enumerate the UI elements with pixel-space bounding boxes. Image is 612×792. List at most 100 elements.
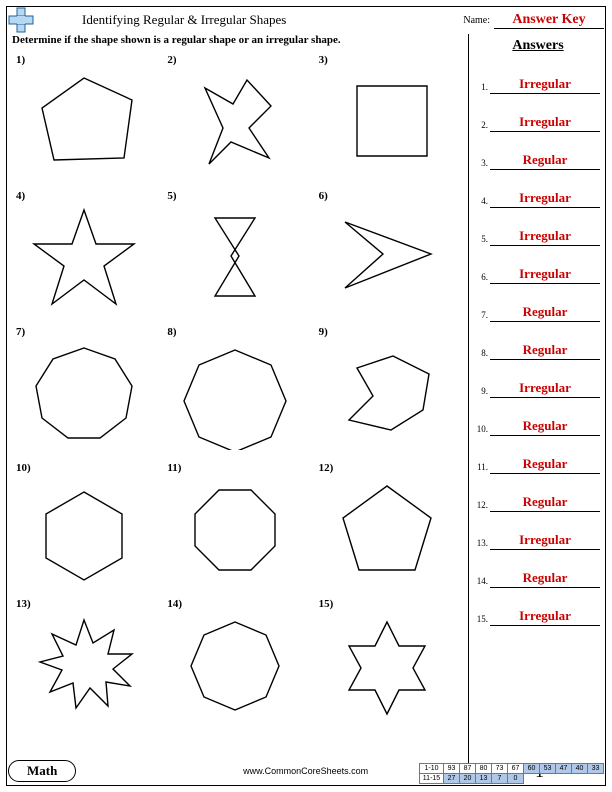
answer-row: 5.Irregular [474,212,600,246]
answer-value: Irregular [490,266,600,284]
question-cell: 6) [313,188,464,324]
question-number: 7) [16,326,25,338]
answer-row: 10.Regular [474,402,600,436]
answer-number: 6. [474,272,490,284]
answer-row: 12.Regular [474,478,600,512]
score-cell: 27 [444,774,460,784]
answer-value: Irregular [490,76,600,94]
answer-row: 4.Irregular [474,174,600,208]
question-number: 13) [16,598,31,610]
shape-icon [175,340,295,450]
answer-row: 8.Regular [474,326,600,360]
answer-number: 2. [474,120,490,132]
answer-row: 15.Irregular [474,592,600,626]
answers-list: 1.Irregular2.Irregular3.Regular4.Irregul… [474,60,600,630]
shape-icon [175,204,295,314]
score-grid: 1-109387807367605347403311-1527201370 [419,763,604,784]
question-number: 14) [167,598,182,610]
score-cell: 40 [572,764,588,774]
answer-number: 3. [474,158,490,170]
answer-number: 15. [474,614,490,626]
shape-icon [327,476,447,586]
score-cell: 93 [444,764,460,774]
answer-number: 8. [474,348,490,360]
question-number: 4) [16,190,25,202]
answer-value: Regular [490,304,600,322]
answer-number: 1. [474,82,490,94]
shape-icon [327,612,447,722]
answer-number: 9. [474,386,490,398]
answer-row: 9.Irregular [474,364,600,398]
answers-header: Answers [478,38,598,54]
question-number: 3) [319,54,328,66]
answer-number: 4. [474,196,490,208]
question-number: 11) [167,462,181,474]
shape-icon [175,476,295,586]
vertical-divider [468,34,469,764]
score-cell: 13 [476,774,492,784]
answer-value: Irregular [490,190,600,208]
score-cell: 73 [492,764,508,774]
footer: Math www.CommonCoreSheets.com 1 1-109387… [8,758,604,784]
name-value: Answer Key [494,12,604,29]
shape-icon [24,204,144,314]
question-cell: 4) [10,188,161,324]
answer-value: Regular [490,342,600,360]
answer-row: 14.Regular [474,554,600,588]
score-cell: 80 [476,764,492,774]
question-number: 2) [167,54,176,66]
question-cell: 9) [313,324,464,460]
shape-icon [24,340,144,450]
answer-value: Irregular [490,380,600,398]
instruction-text: Determine if the shape shown is a regula… [12,34,341,46]
score-cell: 53 [540,764,556,774]
question-number: 1) [16,54,25,66]
score-cell: 47 [556,764,572,774]
score-cell: 7 [492,774,508,784]
answer-row: 3.Regular [474,136,600,170]
answer-number: 7. [474,310,490,322]
shape-icon [175,612,295,722]
score-row-label: 11-15 [420,774,444,784]
answer-number: 10. [474,424,490,436]
question-cell: 12) [313,460,464,596]
question-cell: 14) [161,596,312,732]
answer-row: 1.Irregular [474,60,600,94]
answer-number: 11. [474,462,490,474]
answer-row: 2.Irregular [474,98,600,132]
answer-value: Irregular [490,532,600,550]
answer-value: Regular [490,570,600,588]
question-number: 6) [319,190,328,202]
question-cell: 10) [10,460,161,596]
name-label: Name: [463,15,490,26]
score-cell: 20 [460,774,476,784]
answer-row: 7.Regular [474,288,600,322]
answer-value: Irregular [490,608,600,626]
logo-icon [8,7,34,33]
answer-value: Regular [490,494,600,512]
question-number: 12) [319,462,334,474]
shape-icon [327,204,447,314]
answer-value: Irregular [490,114,600,132]
score-cell: 60 [524,764,540,774]
worksheet-title: Identifying Regular & Irregular Shapes [42,12,463,28]
shape-icon [24,68,144,178]
answer-number: 5. [474,234,490,246]
shape-icon [327,340,447,450]
question-cell: 3) [313,52,464,188]
score-row-label: 1-10 [420,764,444,774]
answer-row: 6.Irregular [474,250,600,284]
answer-number: 12. [474,500,490,512]
question-number: 9) [319,326,328,338]
question-number: 10) [16,462,31,474]
question-cell: 11) [161,460,312,596]
score-cell: 87 [460,764,476,774]
answer-value: Regular [490,456,600,474]
question-cell: 8) [161,324,312,460]
question-cell: 5) [161,188,312,324]
question-cell: 15) [313,596,464,732]
question-number: 5) [167,190,176,202]
answer-value: Irregular [490,228,600,246]
shape-icon [327,68,447,178]
score-cell: 33 [588,764,604,774]
